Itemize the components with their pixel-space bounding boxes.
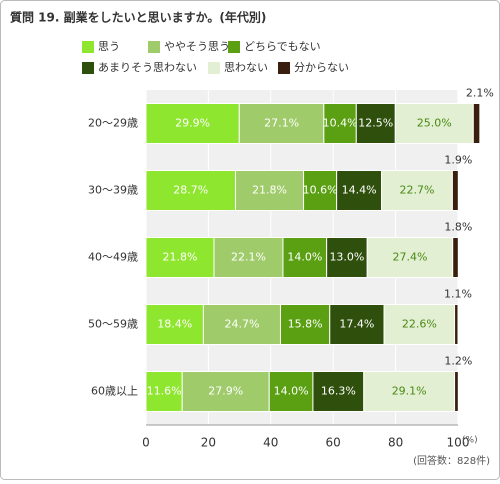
value-label: 25.0%	[417, 117, 452, 130]
value-label: 1.8%	[444, 221, 472, 234]
legend-label: どちらでもない	[244, 40, 321, 53]
x-unit: (%)	[462, 436, 478, 446]
legend-label: 思わない	[224, 61, 268, 74]
value-label: 1.9%	[444, 154, 472, 167]
value-label: 22.1%	[231, 251, 266, 264]
bar-segment	[145, 371, 183, 412]
bar-segment	[329, 304, 385, 345]
value-label: 13.0%	[329, 251, 364, 264]
bar-segment	[312, 371, 365, 412]
x-tick-label: 20	[201, 436, 216, 450]
note: (回答数：828件)	[413, 454, 490, 467]
value-label: 10.6%	[303, 184, 338, 197]
bar-segment	[213, 237, 284, 278]
value-label: 22.6%	[402, 318, 437, 331]
value-label: 16.3%	[321, 385, 356, 398]
bar-segment	[366, 237, 454, 278]
bar-segment	[451, 170, 459, 211]
value-label: 1.2%	[444, 355, 472, 368]
bar-segment	[472, 103, 481, 144]
x-tick-label: 0	[142, 436, 150, 450]
bar-segment	[381, 170, 453, 211]
value-label: 14.0%	[274, 385, 309, 398]
value-label: 29.9%	[175, 117, 210, 130]
legend-swatch	[208, 62, 220, 74]
bar-segment	[336, 170, 383, 211]
value-label: 15.8%	[288, 318, 323, 331]
value-label: 27.1%	[264, 117, 299, 130]
bar-segment	[454, 371, 459, 412]
x-tick-label: 100	[447, 436, 470, 450]
legend-swatch	[82, 62, 94, 74]
bar-segment	[452, 237, 459, 278]
legend-swatch	[228, 41, 240, 53]
x-tick-label: 60	[326, 436, 341, 450]
y-tick-label: 20～29歳	[88, 117, 138, 130]
legend-swatch	[278, 62, 290, 74]
value-label: 14.4%	[342, 184, 377, 197]
bar-segment	[238, 103, 325, 144]
value-label: 14.0%	[287, 251, 322, 264]
value-label: 1.1%	[444, 288, 472, 301]
value-label: 21.8%	[252, 184, 287, 197]
bar-segment	[145, 237, 215, 278]
x-tick-label: 40	[263, 436, 278, 450]
value-label: 18.4%	[157, 318, 192, 331]
value-label: 29.1%	[392, 385, 427, 398]
bar-segment	[303, 170, 338, 211]
bar-segment	[363, 371, 456, 412]
legend-swatch	[82, 41, 94, 53]
legend-swatch	[148, 41, 160, 53]
value-label: 28.7%	[173, 184, 208, 197]
bar-segment	[145, 170, 237, 211]
value-label: 2.1%	[466, 87, 494, 100]
y-tick-label: 40～49歳	[88, 251, 138, 264]
chart-title: 質問 19. 副業をしたいと思いますか。(年代別)	[10, 10, 266, 25]
bar-segment	[355, 103, 396, 144]
y-tick-label: 50～59歳	[88, 318, 138, 331]
bar-segment	[235, 170, 305, 211]
legend-label: 思う	[98, 40, 120, 53]
bar-segment	[394, 103, 474, 144]
value-label: 21.8%	[163, 251, 198, 264]
bar-segment	[181, 371, 270, 412]
value-label: 22.7%	[399, 184, 434, 197]
legend-label: あまりそう思わない	[98, 61, 197, 74]
value-label: 10.4%	[323, 117, 358, 130]
x-tick-label: 80	[388, 436, 403, 450]
value-label: 27.9%	[208, 385, 243, 398]
legend-label: 分からない	[294, 61, 349, 74]
value-label: 12.5%	[358, 117, 393, 130]
value-label: 27.4%	[392, 251, 427, 264]
y-tick-label: 60歳以上	[91, 385, 138, 398]
bar-segment	[454, 304, 459, 345]
bar-segment	[323, 103, 357, 144]
bar-segment	[145, 304, 204, 345]
value-label: 11.6%	[147, 385, 182, 398]
legend-label: ややそう思う	[164, 40, 230, 53]
y-tick-label: 30～39歳	[88, 184, 138, 197]
value-label: 24.7%	[224, 318, 259, 331]
value-label: 17.4%	[339, 318, 374, 331]
